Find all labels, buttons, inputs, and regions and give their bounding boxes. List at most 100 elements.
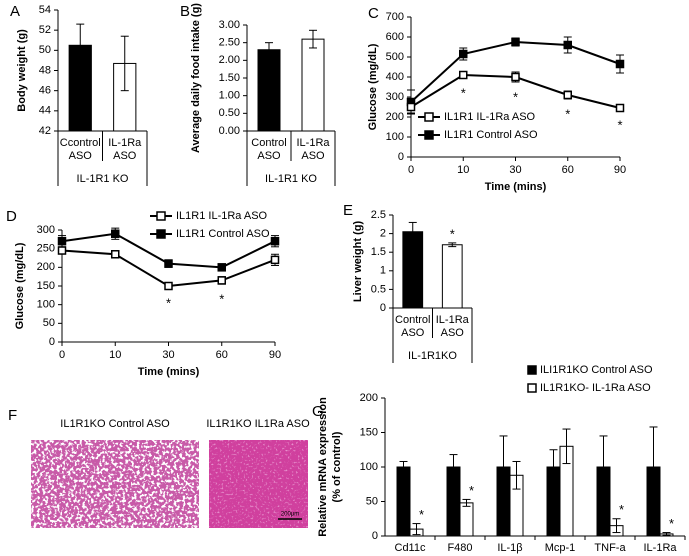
y-axis-label: Glucose (mg/dL) [367, 43, 379, 130]
legend-swatch [527, 383, 537, 393]
x-tick-label: 90 [269, 349, 281, 361]
x-tick-label: F480 [447, 542, 472, 554]
y-tick-label: 0.00 [219, 125, 240, 137]
marker [164, 281, 173, 291]
x-tick-label: Cd11c [395, 542, 426, 554]
y-tick-label: 2.50 [219, 37, 240, 49]
y-tick-label: 1.50 [219, 72, 240, 84]
y-tick-label: 400 [386, 71, 404, 83]
bar [257, 49, 281, 132]
x-tick-label: Control ASO [251, 137, 286, 162]
x-tick-label: IL-1Ra ASO [296, 137, 330, 162]
y-tick-label: 1.5 [371, 246, 386, 258]
panel-letter: F [8, 407, 17, 424]
y-tick-label: 150 [37, 280, 55, 292]
marker [459, 49, 468, 59]
y-tick-label: 500 [386, 51, 404, 63]
y-axis-label: Liver weight (g) [352, 221, 364, 303]
group-label: IL-1R1 KO [77, 173, 129, 185]
significance-star: * [461, 85, 466, 100]
y-tick-label: 200 [360, 392, 378, 404]
marker [563, 40, 572, 50]
x-tick-label: Ccontrol ASO [60, 137, 101, 162]
y-tick-label: 3.00 [219, 19, 240, 31]
x-axis-label: Time (mins) [485, 181, 547, 193]
marker [563, 90, 572, 100]
x-axis-label: Time (mins) [138, 366, 200, 378]
x-tick-label: TNF-a [594, 542, 626, 554]
y-tick-label: 0.5 [371, 283, 386, 295]
y-tick-label: 52 [39, 24, 51, 36]
significance-star: * [513, 89, 518, 104]
x-tick-label: 60 [562, 164, 574, 176]
legend-label: IL1R1 Control ASO [444, 129, 538, 141]
x-tick-label: Mcp-1 [545, 542, 576, 554]
y-tick-label: 100 [360, 461, 378, 473]
y-axis-label: Body weight (g) [16, 29, 28, 112]
y-tick-label: 54 [39, 4, 51, 16]
marker [217, 263, 226, 272]
legend-label: IL1R1 Control ASO [176, 228, 270, 240]
x-tick-label: IL-1Ra ASO [436, 314, 470, 339]
marker [615, 103, 625, 113]
legend-swatch [424, 112, 434, 122]
y-tick-label: 50 [43, 317, 55, 329]
y-tick-label: 50 [366, 495, 378, 507]
x-tick-label: 30 [162, 349, 174, 361]
y-axis-label: Average daily food intake (g) [190, 3, 202, 153]
bar [301, 38, 325, 132]
y-tick-label: 50 [39, 44, 51, 56]
scale-bar-label: 200μm [281, 512, 299, 518]
y-tick-label: 300 [386, 91, 404, 103]
legend-swatch [527, 365, 537, 375]
panel-letter: E [343, 202, 353, 219]
y-tick-label: 0 [380, 302, 386, 314]
panel-letter: D [6, 208, 17, 225]
bar [441, 244, 463, 309]
y-tick-label: 1.00 [219, 90, 240, 102]
x-tick-label: Control ASO [395, 314, 430, 339]
y-tick-label: 2 [380, 228, 386, 240]
panel-letter: G [312, 403, 324, 420]
significance-star: * [619, 502, 624, 517]
y-tick-label: 300 [37, 224, 55, 236]
x-tick-label: 0 [59, 349, 65, 361]
marker [57, 236, 67, 246]
legend-swatch [424, 130, 434, 140]
y-tick-label: 100 [37, 299, 55, 311]
marker [57, 246, 67, 255]
significance-star: * [450, 226, 455, 241]
significance-star: * [219, 292, 224, 307]
group-label: IL-1R1 KO [265, 173, 317, 185]
marker [111, 229, 120, 238]
marker [111, 250, 120, 259]
y-tick-label: 700 [386, 11, 404, 23]
legend-label: IL1R1 IL-1Ra ASO [444, 111, 536, 123]
x-tick-label: 0 [408, 164, 414, 176]
x-tick-label: 30 [509, 164, 521, 176]
y-tick-label: 44 [39, 105, 51, 117]
group-label: IL-1R1KO [408, 350, 457, 362]
image-label: IL1R1KO IL1Ra ASO [206, 418, 310, 430]
significance-star: * [617, 117, 622, 132]
bar [459, 502, 474, 537]
y-tick-label: 200 [386, 111, 404, 123]
y-tick-label: 250 [37, 243, 55, 255]
significance-star: * [469, 483, 474, 498]
y-tick-label: 46 [39, 85, 51, 97]
panel-letter: A [10, 3, 20, 20]
y-axis-label: (% of control) [331, 431, 343, 502]
x-tick-label: 10 [109, 349, 121, 361]
y-tick-label: 1 [380, 265, 386, 277]
legend-label: ILI1R1KO Control ASO [540, 364, 653, 376]
x-tick-label: IL-1β [497, 542, 522, 554]
marker [459, 70, 468, 80]
significance-star: * [565, 106, 570, 121]
y-tick-label: 0 [372, 530, 378, 542]
marker [270, 255, 280, 265]
significance-star: * [419, 507, 424, 522]
legend-label: IL1R1KO- IL-1Ra ASO [540, 382, 651, 394]
histology-texture [209, 440, 308, 528]
bar [402, 231, 424, 309]
